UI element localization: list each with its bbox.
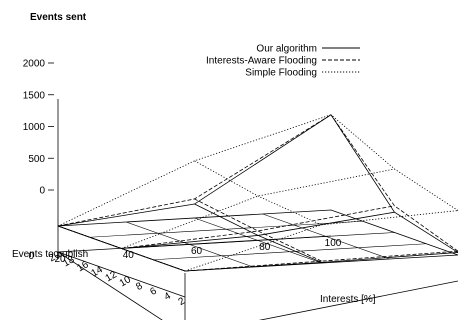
z-tick-label: 500 <box>28 154 45 165</box>
y-tick-label: 20 <box>54 254 66 265</box>
surface-line <box>57 114 332 227</box>
legend-label: Interests-Aware Flooding <box>206 56 317 67</box>
surface-solid <box>57 114 459 272</box>
surface-line <box>330 114 459 252</box>
z-tick-label: 2000 <box>23 59 46 70</box>
surface-line <box>330 114 459 253</box>
x-axis-line <box>57 251 186 298</box>
surface-dotted <box>57 114 459 272</box>
surface-line <box>57 114 332 227</box>
chart-title: Events sent <box>30 12 87 23</box>
y-tick-label: 60 <box>191 246 203 257</box>
z-axis <box>57 99 459 320</box>
surface-line <box>121 205 395 249</box>
x-tick-label: 4 <box>162 290 173 303</box>
z-base-label: 0 <box>28 251 34 262</box>
surface-line <box>330 114 459 211</box>
surface-line <box>184 250 459 272</box>
x-tick-label: 18 <box>61 254 77 269</box>
y-tick-label: 100 <box>325 238 342 249</box>
x-tick-label: 6 <box>148 285 159 298</box>
z-tick-label: 1000 <box>23 122 46 133</box>
z-tick-label: 1500 <box>23 90 46 101</box>
surface-line <box>194 160 322 226</box>
x-tick-label: 10 <box>118 274 134 289</box>
z-axis-ticks: 0 500 1000 1500 2000 <box>23 59 54 197</box>
legend-label: Simple Flooding <box>245 68 317 79</box>
floor-edge-line <box>57 251 163 320</box>
y-tick-label: 40 <box>123 250 135 261</box>
x-tick-label: 14 <box>90 264 106 279</box>
surface-line <box>194 198 322 262</box>
floor-edge-line <box>258 280 459 320</box>
y-axis-label: Interests [%] <box>320 294 376 305</box>
y-axis-ticks: 20 40 60 80 100 <box>54 238 341 265</box>
legend-label: Our algorithm <box>256 44 317 55</box>
x-tick-label: 2 <box>177 295 188 308</box>
y-tick-label: 80 <box>259 242 271 253</box>
x-axis-label: Events to publish <box>12 249 88 260</box>
surfaces <box>57 114 459 272</box>
x-tick-label: 20 <box>47 249 63 264</box>
x-tick-label: 12 <box>104 269 120 284</box>
surface-line <box>57 114 332 227</box>
x-tick-label: 16 <box>75 259 91 274</box>
z-tick-label: 0 <box>39 186 45 197</box>
surface-line <box>194 203 322 263</box>
y-axis-line <box>57 235 332 253</box>
x-tick-label: 8 <box>134 280 145 293</box>
surface-line <box>121 168 395 249</box>
